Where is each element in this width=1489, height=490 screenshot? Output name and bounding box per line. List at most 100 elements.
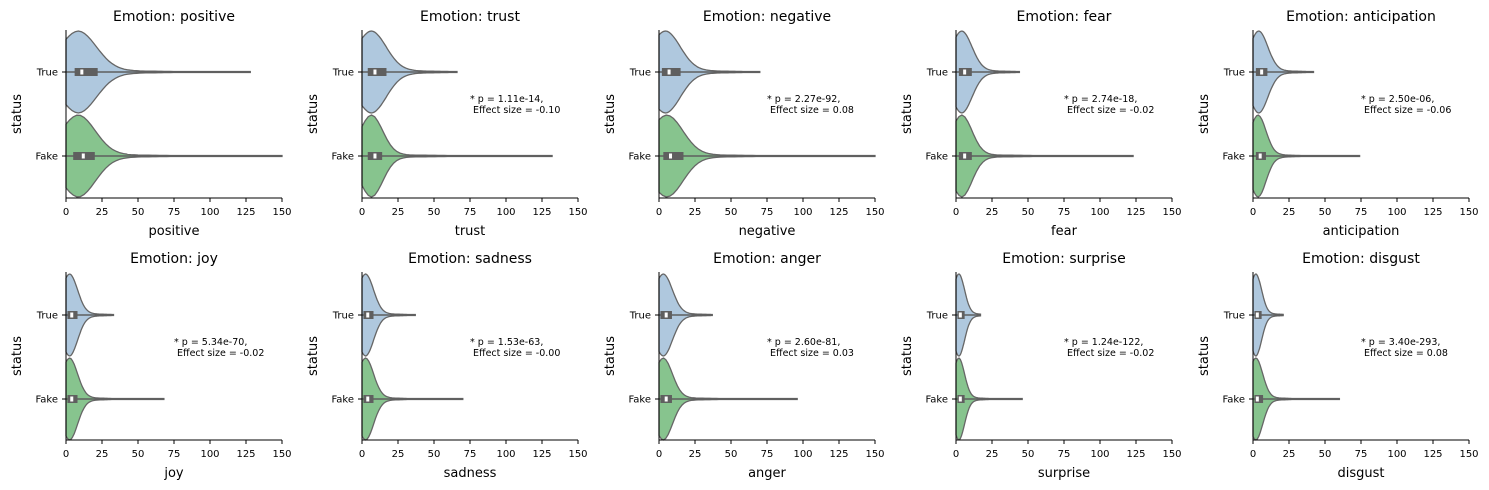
x-tick-label: 150 bbox=[272, 449, 291, 460]
y-tick-label: True bbox=[36, 68, 58, 79]
median-marker-fake bbox=[1255, 396, 1259, 402]
x-tick-label: 0 bbox=[1250, 207, 1256, 218]
x-tick-label: 125 bbox=[1423, 449, 1442, 460]
x-tick-label: 0 bbox=[953, 449, 959, 460]
x-tick-label: 100 bbox=[496, 449, 515, 460]
y-tick-label: Fake bbox=[1222, 152, 1245, 163]
x-axis-label: anger bbox=[748, 466, 786, 481]
x-tick-label: 100 bbox=[1090, 449, 1109, 460]
median-marker-fake bbox=[81, 153, 85, 159]
x-tick-label: 100 bbox=[1090, 207, 1109, 218]
y-tick-label: True bbox=[629, 68, 651, 79]
subplot-surprise: Emotion: surprise True Fake 0 25 50 75 100 125 15… bbox=[900, 251, 1182, 481]
y-tick-label: True bbox=[926, 311, 948, 322]
x-tick-label: 75 bbox=[464, 207, 477, 218]
x-tick-label: 50 bbox=[428, 207, 441, 218]
median-marker-true bbox=[70, 312, 74, 318]
y-axis-label: status bbox=[900, 94, 915, 134]
x-tick-label: 75 bbox=[464, 449, 477, 460]
x-tick-label: 25 bbox=[986, 207, 999, 218]
stat-annotation-line: Effect size = -0.06 bbox=[1361, 105, 1451, 116]
x-tick-label: 125 bbox=[236, 449, 255, 460]
y-axis-label: status bbox=[306, 94, 321, 134]
x-tick-label: 50 bbox=[132, 207, 145, 218]
median-marker-true bbox=[80, 69, 84, 75]
x-tick-label: 100 bbox=[793, 449, 812, 460]
x-tick-label: 0 bbox=[63, 207, 69, 218]
x-tick-label: 100 bbox=[496, 207, 515, 218]
subplot-title: Emotion: fear bbox=[1017, 9, 1112, 25]
x-tick-label: 125 bbox=[1126, 207, 1145, 218]
x-tick-label: 25 bbox=[96, 207, 109, 218]
iqr-box-true bbox=[74, 68, 98, 76]
stat-annotation-line: Effect size = -0.02 bbox=[1064, 348, 1154, 359]
stat-annotation-line: * p = 5.34e-70, bbox=[174, 337, 247, 348]
x-tick-label: 50 bbox=[1022, 449, 1035, 460]
x-tick-label: 125 bbox=[829, 449, 848, 460]
y-axis-label: status bbox=[10, 94, 25, 134]
x-tick-label: 125 bbox=[532, 207, 551, 218]
x-tick-label: 0 bbox=[1250, 449, 1256, 460]
subplot-title: Emotion: joy bbox=[130, 251, 218, 267]
x-tick-label: 100 bbox=[200, 449, 219, 460]
y-tick-label: Fake bbox=[628, 395, 651, 406]
subplot-disgust: Emotion: disgust True Fake 0 25 50 75 100 125 150… bbox=[1197, 251, 1479, 481]
subplot-joy: Emotion: joy True Fake 0 25 50 75 100 125 150 joy s… bbox=[10, 251, 292, 481]
x-tick-label: 50 bbox=[1022, 207, 1035, 218]
x-tick-label: 25 bbox=[986, 449, 999, 460]
subplot-trust: Emotion: trust True Fake 0 25 50 75 100 125 150 tr… bbox=[306, 9, 588, 239]
x-tick-label: 50 bbox=[725, 207, 738, 218]
subplot-title: Emotion: disgust bbox=[1302, 251, 1420, 267]
x-tick-label: 150 bbox=[865, 449, 884, 460]
x-tick-label: 125 bbox=[532, 449, 551, 460]
stat-annotation-line: * p = 1.24e-122, bbox=[1064, 337, 1143, 348]
subplot-title: Emotion: sadness bbox=[408, 251, 532, 267]
x-axis-label: disgust bbox=[1338, 466, 1385, 481]
x-tick-label: 150 bbox=[1459, 207, 1478, 218]
y-axis-label: status bbox=[1197, 336, 1212, 376]
x-tick-label: 75 bbox=[168, 207, 181, 218]
median-marker-fake bbox=[664, 396, 668, 402]
median-marker-true bbox=[373, 69, 377, 75]
x-tick-label: 125 bbox=[236, 207, 255, 218]
median-marker-fake bbox=[669, 153, 673, 159]
stat-annotation-line: Effect size = 0.08 bbox=[767, 105, 854, 116]
x-axis-label: positive bbox=[149, 224, 200, 239]
x-tick-label: 0 bbox=[953, 207, 959, 218]
subplot-title: Emotion: trust bbox=[420, 9, 520, 25]
x-tick-label: 25 bbox=[96, 449, 109, 460]
x-tick-label: 0 bbox=[656, 449, 662, 460]
y-axis-label: status bbox=[603, 94, 618, 134]
y-tick-label: True bbox=[1223, 68, 1245, 79]
x-tick-label: 125 bbox=[829, 207, 848, 218]
x-tick-label: 150 bbox=[1459, 449, 1478, 460]
x-tick-label: 25 bbox=[392, 449, 405, 460]
x-tick-label: 50 bbox=[428, 449, 441, 460]
subplot-sadness: Emotion: sadness True Fake 0 25 50 75 100 125 150… bbox=[306, 251, 588, 481]
stat-annotation-line: * p = 3.40e-293, bbox=[1361, 337, 1440, 348]
median-marker-true bbox=[958, 312, 962, 318]
x-tick-label: 100 bbox=[1387, 449, 1406, 460]
subplot-title: Emotion: positive bbox=[113, 9, 235, 25]
subplot-positive: Emotion: positive True Fake 0 25 50 75 100 125 15… bbox=[10, 9, 292, 239]
y-axis-label: status bbox=[603, 336, 618, 376]
subplot-anger: Emotion: anger True Fake 0 25 50 75 100 125 150 an… bbox=[603, 251, 885, 481]
x-tick-label: 50 bbox=[725, 449, 738, 460]
y-tick-label: Fake bbox=[925, 395, 948, 406]
subplot-anticipation: Emotion: anticipation True Fake 0 25 50 75 100 1… bbox=[1197, 9, 1479, 239]
x-tick-label: 150 bbox=[865, 207, 884, 218]
median-marker-fake bbox=[70, 396, 74, 402]
subplot-title: Emotion: negative bbox=[703, 9, 831, 25]
x-tick-label: 100 bbox=[1387, 207, 1406, 218]
x-tick-label: 75 bbox=[761, 449, 774, 460]
y-tick-label: True bbox=[1223, 311, 1245, 322]
x-axis-label: fear bbox=[1051, 224, 1078, 239]
y-tick-label: True bbox=[629, 311, 651, 322]
stat-annotation-line: * p = 1.11e-14, bbox=[470, 94, 543, 105]
y-axis-label: status bbox=[1197, 94, 1212, 134]
x-tick-label: 75 bbox=[1355, 449, 1368, 460]
x-tick-label: 25 bbox=[1283, 207, 1296, 218]
x-tick-label: 25 bbox=[392, 207, 405, 218]
x-tick-label: 100 bbox=[200, 207, 219, 218]
